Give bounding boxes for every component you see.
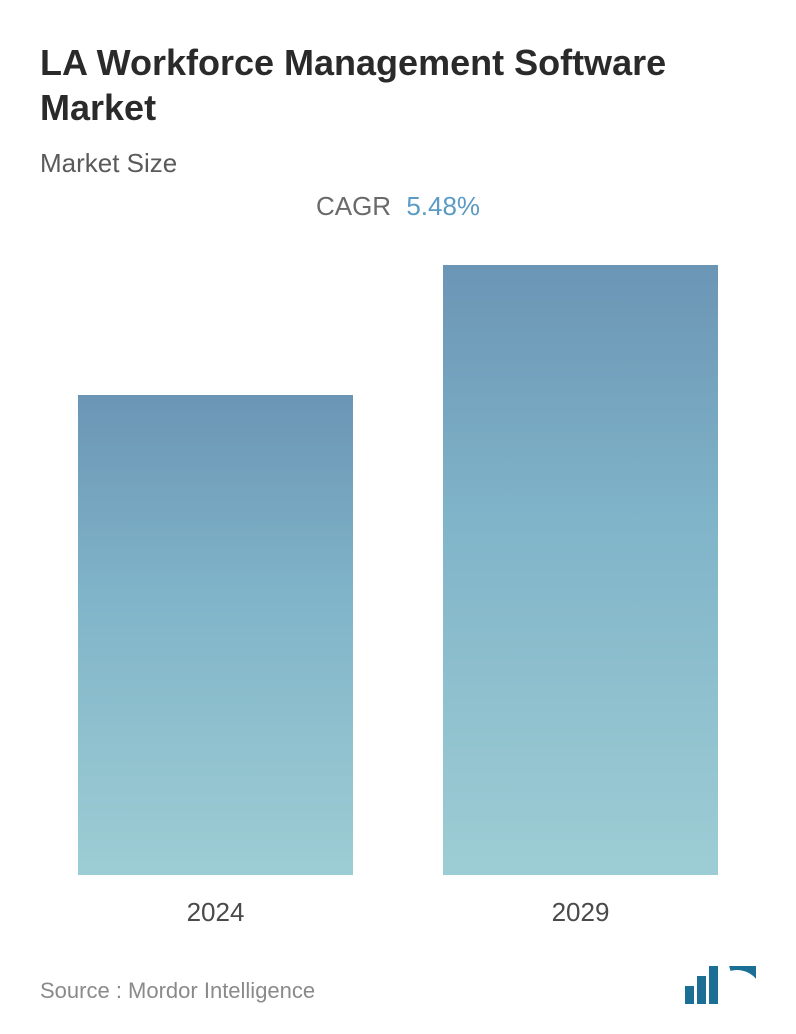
footer: Source : Mordor Intelligence bbox=[40, 958, 756, 1004]
source-text: Source : Mordor Intelligence bbox=[40, 978, 315, 1004]
cagr-label: CAGR bbox=[316, 191, 391, 221]
chart-subtitle: Market Size bbox=[40, 148, 756, 179]
bar-0 bbox=[78, 395, 353, 875]
bar-group-1: 2029 bbox=[443, 265, 718, 938]
mordor-logo-icon bbox=[685, 966, 756, 1004]
chart-area: 2024 2029 bbox=[40, 232, 756, 938]
bar-label-1: 2029 bbox=[552, 897, 610, 938]
bar-label-0: 2024 bbox=[187, 897, 245, 938]
logo-swoosh bbox=[720, 966, 756, 1004]
bar-1 bbox=[443, 265, 718, 875]
logo-bar-2 bbox=[697, 976, 706, 1004]
logo-bar-1 bbox=[685, 986, 694, 1004]
bar-group-0: 2024 bbox=[78, 395, 353, 938]
cagr-row: CAGR 5.48% bbox=[40, 191, 756, 222]
chart-title: LA Workforce Management Software Market bbox=[40, 40, 756, 130]
chart-container: LA Workforce Management Software Market … bbox=[0, 0, 796, 1034]
logo-bar-3 bbox=[709, 966, 718, 1004]
logo-bars bbox=[685, 966, 718, 1004]
cagr-value: 5.48% bbox=[406, 191, 480, 221]
